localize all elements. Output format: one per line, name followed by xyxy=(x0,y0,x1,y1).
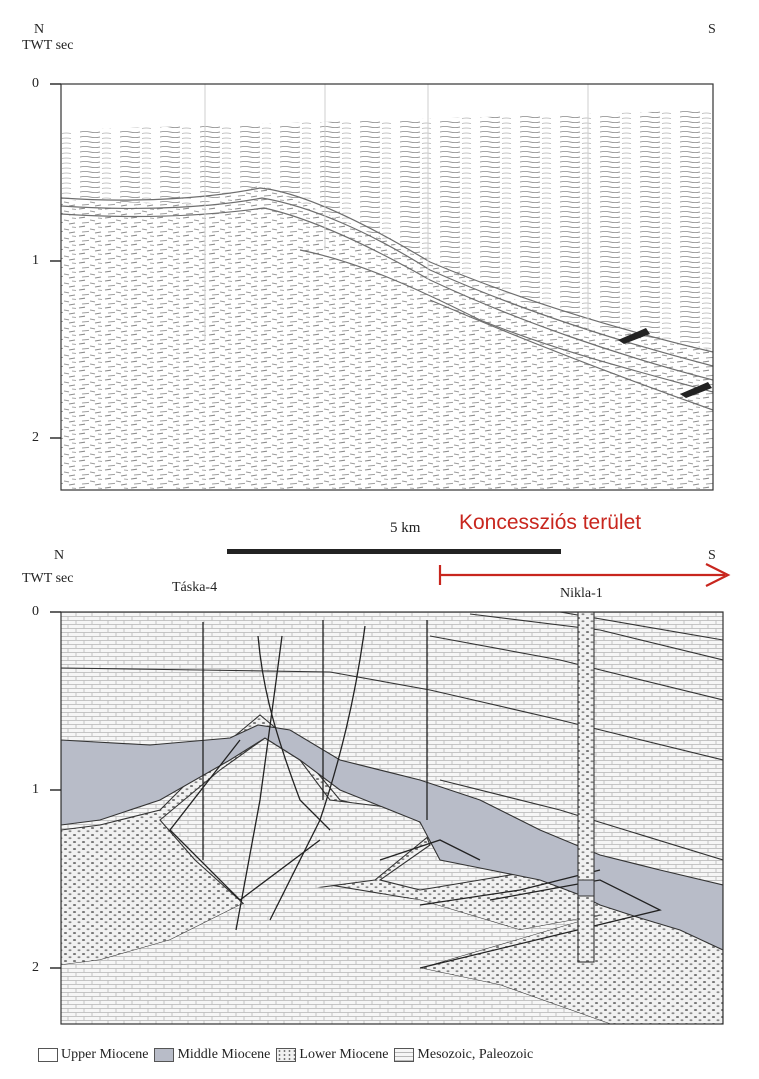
top-tick-2: 2 xyxy=(32,430,39,445)
bottom-tick-1: 1 xyxy=(32,782,39,797)
legend-item-lower-miocene: Lower Miocene xyxy=(276,1047,388,1063)
top-north-label: N xyxy=(34,22,45,37)
bottom-tick-2: 2 xyxy=(32,960,39,975)
legend-item-middle-miocene: Middle Miocene xyxy=(154,1047,270,1063)
interpreted-section xyxy=(50,611,724,1025)
reflector-arrow-1 xyxy=(618,328,650,344)
bottom-tick-0: 0 xyxy=(32,604,39,619)
concession-label: Koncessziós terület xyxy=(459,511,642,534)
legend-swatch xyxy=(394,1048,415,1062)
top-axis-title: TWT sec xyxy=(22,38,74,53)
legend-label: Lower Miocene xyxy=(299,1047,389,1062)
legend-label: Mesozoic, Paleozoic xyxy=(417,1047,534,1062)
top-south-label: S xyxy=(708,22,716,37)
top-tick-1: 1 xyxy=(32,253,39,268)
bottom-north-label: N xyxy=(54,548,65,563)
seismic-section xyxy=(50,83,714,491)
well-label-taska: Táska-4 xyxy=(172,580,218,595)
top-tick-0: 0 xyxy=(32,76,39,91)
reflector-arrow-2 xyxy=(680,382,712,398)
scale-bar-label: 5 km xyxy=(390,520,421,536)
bottom-south-label: S xyxy=(708,548,716,563)
concession-arrow xyxy=(438,563,731,587)
bottom-axis-title: TWT sec xyxy=(22,571,74,586)
well-label-nikla: Nikla-1 xyxy=(560,586,603,601)
legend-item-mesozoic: Mesozoic, Paleozoic xyxy=(394,1047,533,1063)
legend-swatch xyxy=(276,1048,297,1062)
legend-label: Upper Miocene xyxy=(61,1047,149,1062)
legend-swatch xyxy=(38,1048,58,1062)
legend: Upper Miocene Middle Miocene Lower Mioce… xyxy=(38,1044,738,1066)
legend-swatch xyxy=(154,1048,175,1062)
legend-item-upper-miocene: Upper Miocene xyxy=(38,1047,148,1063)
legend-label: Middle Miocene xyxy=(177,1047,271,1062)
scale-bar xyxy=(227,549,561,554)
